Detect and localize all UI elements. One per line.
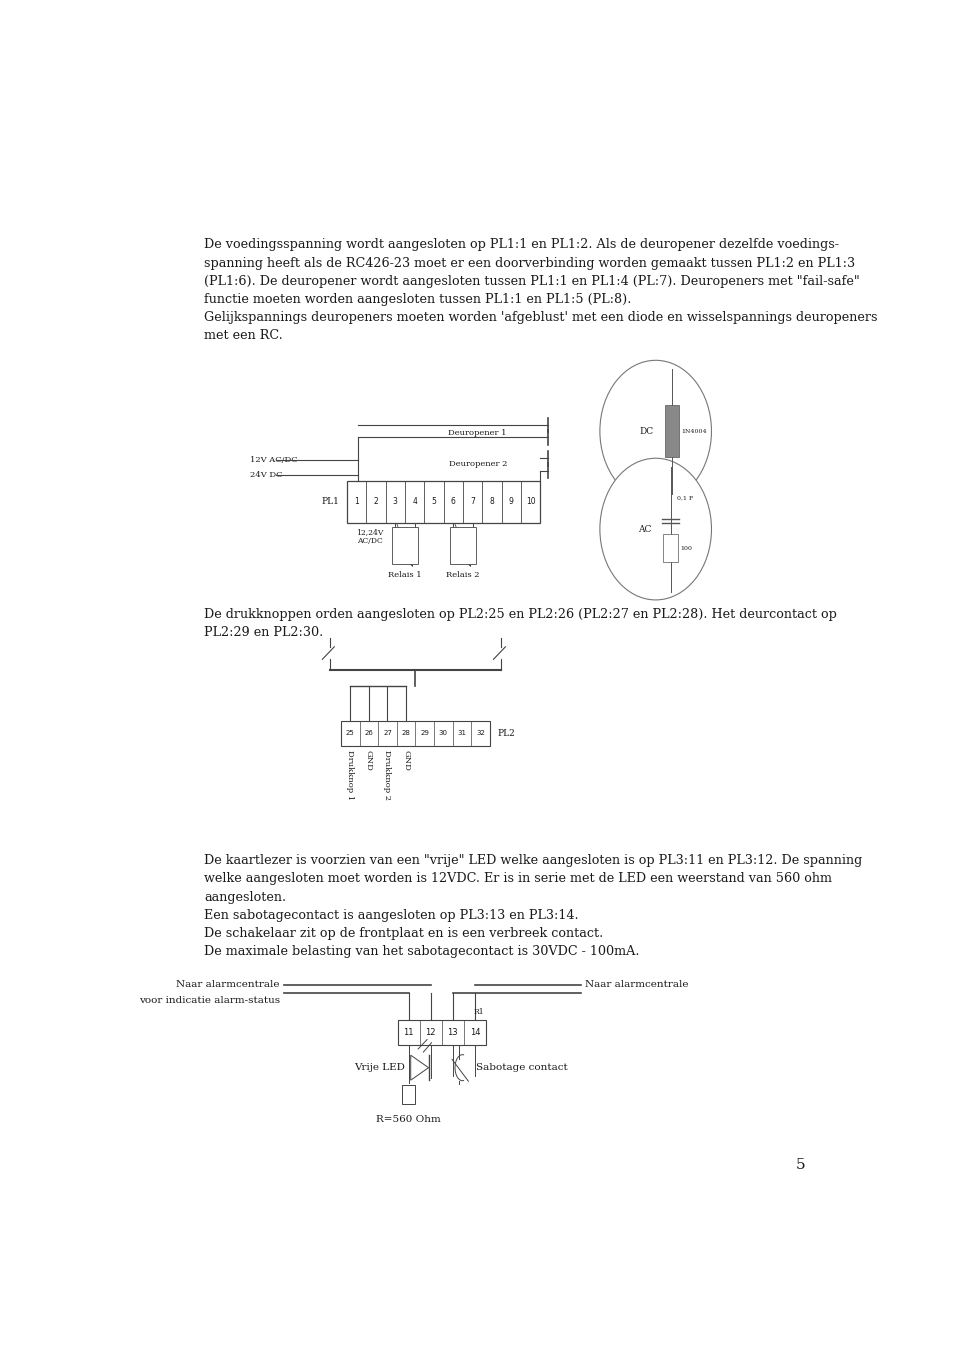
- Text: 6: 6: [451, 498, 456, 506]
- Text: GND: GND: [365, 750, 372, 771]
- Text: GND: GND: [402, 750, 410, 771]
- Text: 32: 32: [476, 731, 485, 736]
- Text: 13: 13: [447, 1028, 458, 1036]
- Bar: [663, 534, 678, 563]
- Text: Naar alarmcentrale: Naar alarmcentrale: [585, 980, 688, 989]
- Ellipse shape: [600, 360, 711, 502]
- Text: DC: DC: [639, 426, 654, 436]
- Text: 29: 29: [420, 731, 429, 736]
- Text: 24V DC: 24V DC: [251, 471, 282, 479]
- Text: Relais 1: Relais 1: [388, 571, 421, 579]
- Text: 9: 9: [509, 498, 514, 506]
- Text: 5: 5: [432, 498, 437, 506]
- Text: 28: 28: [401, 731, 411, 736]
- Text: 4: 4: [412, 498, 417, 506]
- Text: Drukknop 1: Drukknop 1: [347, 750, 354, 800]
- Text: Deuropener 2: Deuropener 2: [448, 460, 507, 468]
- Bar: [664, 405, 680, 457]
- Text: 14: 14: [469, 1028, 480, 1036]
- Bar: [397, 1020, 486, 1045]
- Text: AC: AC: [637, 525, 651, 533]
- Text: 27: 27: [383, 731, 392, 736]
- Text: 25: 25: [346, 731, 354, 736]
- Text: 100: 100: [681, 545, 692, 551]
- Text: R=560 Ohm: R=560 Ohm: [376, 1115, 441, 1123]
- Text: 1N4004: 1N4004: [682, 429, 708, 434]
- Bar: [347, 482, 540, 522]
- Text: PL2: PL2: [497, 729, 515, 737]
- Text: 11: 11: [403, 1028, 414, 1036]
- Text: 10: 10: [526, 498, 536, 506]
- Text: 1: 1: [354, 498, 359, 506]
- Text: De voedingsspanning wordt aangesloten op PL1:1 en PL1:2. Als de deuropener dezel: De voedingsspanning wordt aangesloten op…: [204, 238, 877, 342]
- Text: De kaartlezer is voorzien van een "vrije" LED welke aangesloten is op PL3:11 en : De kaartlezer is voorzien van een "vrije…: [204, 854, 862, 958]
- Text: Sabotage contact: Sabotage contact: [476, 1063, 567, 1072]
- Text: De drukknoppen orden aangesloten op PL2:25 en PL2:26 (PL2:27 en PL2:28). Het deu: De drukknoppen orden aangesloten op PL2:…: [204, 609, 837, 640]
- Ellipse shape: [600, 459, 711, 599]
- Text: Deuropener 1: Deuropener 1: [448, 429, 507, 437]
- Bar: [393, 526, 418, 564]
- Bar: [450, 526, 475, 564]
- Bar: [341, 721, 490, 746]
- Text: 3: 3: [393, 498, 397, 506]
- Text: Naar alarmcentrale: Naar alarmcentrale: [177, 980, 280, 989]
- Text: voor indicatie alarm-status: voor indicatie alarm-status: [139, 996, 280, 1005]
- Text: 12V AC/DC: 12V AC/DC: [251, 456, 298, 464]
- Text: 0,1 F: 0,1 F: [677, 495, 693, 501]
- Polygon shape: [411, 1055, 428, 1080]
- Text: 30: 30: [439, 731, 447, 736]
- Text: 8: 8: [490, 498, 494, 506]
- Text: Relais 2: Relais 2: [446, 571, 480, 579]
- Text: Vrije LED: Vrije LED: [354, 1063, 405, 1072]
- Bar: [402, 1085, 416, 1104]
- Text: 12,24V
AC/DC: 12,24V AC/DC: [356, 528, 384, 545]
- Text: 12: 12: [425, 1028, 436, 1036]
- Text: 2: 2: [373, 498, 378, 506]
- Text: 5: 5: [796, 1158, 805, 1172]
- Text: R1: R1: [474, 1008, 485, 1016]
- Text: Drukknop 2: Drukknop 2: [383, 750, 392, 800]
- Text: 7: 7: [470, 498, 475, 506]
- Text: 26: 26: [365, 731, 373, 736]
- Text: PL1: PL1: [322, 498, 340, 506]
- Text: 31: 31: [457, 731, 467, 736]
